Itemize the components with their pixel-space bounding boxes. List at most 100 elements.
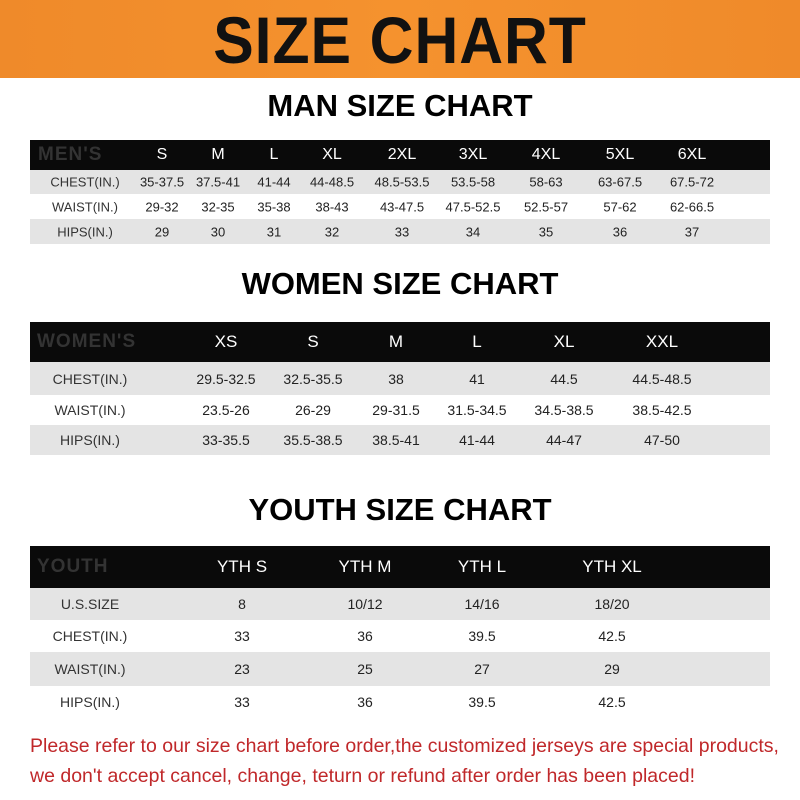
size-header: 6XL (677, 146, 707, 163)
table-cell: 14/16 (464, 596, 500, 612)
table-row: WAIST(IN.) 29-32 32-35 35-38 38-43 43-47.5 47.… (30, 194, 770, 219)
table-cell: 39.5 (468, 694, 496, 710)
size-header: XL (553, 332, 575, 351)
table-cell: 34 (465, 224, 481, 239)
table-cell: 52.5-57 (523, 199, 569, 214)
banner: SIZE CHART (0, 0, 800, 78)
women-chart-title: WOMEN SIZE CHART (241, 266, 559, 301)
table-cell: 29.5-32.5 (196, 370, 256, 387)
table-cell: 31.5-34.5 (447, 402, 507, 418)
table-row: WAIST(IN.) 23 25 27 29 (30, 652, 770, 686)
table-cell: 67.5-72 (669, 174, 715, 190)
table-cell: 36 (357, 694, 373, 710)
table-cell: 29-31.5 (372, 402, 420, 418)
table-cell: 44.5 (550, 370, 578, 387)
table-cell: 31 (266, 224, 282, 239)
row-label: CHEST(IN.) (50, 174, 120, 190)
table-cell: 23.5-26 (202, 402, 250, 418)
table-cell: 38.5-42.5 (632, 402, 692, 418)
table-cell: 62-66.5 (669, 199, 715, 214)
table-title-cell: YOUTH (37, 556, 109, 577)
table-row: WAIST(IN.) 23.5-26 26-29 29-31.5 31.5-34.5 34… (30, 395, 770, 425)
table-cell: 37.5-41 (195, 174, 241, 190)
table-cell: 35-38 (257, 199, 291, 214)
table-cell: 35.5-38.5 (283, 432, 343, 448)
table-cell: 33 (394, 224, 410, 239)
table-cell: 41-44 (257, 174, 291, 190)
header-row: MEN'S S M L XL 2XL 3XL 4XL 5XL 6XL (30, 140, 770, 170)
table-cell: 18/20 (594, 596, 630, 612)
size-header: XS (214, 332, 238, 351)
size-header: YTH XL (582, 557, 642, 576)
size-header: YTH M (338, 557, 392, 576)
table-row: CHEST(IN.) 35-37.5 37.5-41 41-44 44-48.5 48.5… (30, 170, 770, 194)
size-header: L (472, 332, 482, 351)
table-row: CHEST(IN.) 29.5-32.5 32.5-35.5 38 41 44.5 44.5… (30, 362, 770, 395)
men-chart-title: MAN SIZE CHART (267, 88, 533, 123)
header-row: YOUTH YTH S YTH M YTH L YTH XL (30, 546, 770, 588)
table-cell: 39.5 (468, 628, 496, 644)
table-cell: 33-35.5 (202, 432, 250, 448)
table-cell: 43-47.5 (379, 199, 425, 214)
youth-chart-title: YOUTH SIZE CHART (248, 492, 552, 527)
table-cell: 32.5-35.5 (283, 370, 343, 387)
table-cell: 42.5 (598, 694, 626, 710)
table-cell: 35-37.5 (139, 174, 185, 190)
table-cell: 44.5-48.5 (632, 370, 692, 387)
table-cell: 30 (210, 224, 226, 239)
table-cell: 38.5-41 (372, 432, 420, 448)
table-cell: 47.5-52.5 (445, 199, 501, 214)
table-cell: 29 (604, 661, 620, 677)
table-cell: 41 (469, 370, 485, 387)
table-cell: 23 (234, 661, 250, 677)
table-cell: 36 (357, 628, 373, 644)
row-label: CHEST(IN.) (52, 370, 128, 387)
table-row: U.S.SIZE 8 10/12 14/16 18/20 (30, 588, 770, 620)
table-cell: 29-32 (145, 199, 179, 214)
table-cell: 32 (324, 224, 340, 239)
size-header: 5XL (605, 146, 635, 163)
table-cell: 29 (154, 224, 170, 239)
size-header: XXL (645, 332, 679, 351)
size-header: YTH S (216, 557, 268, 576)
table-title-cell: WOMEN'S (37, 331, 137, 352)
table-cell: 42.5 (598, 628, 626, 644)
table-cell: 25 (357, 661, 373, 677)
size-header: XL (322, 146, 342, 163)
table-cell: 44-47 (546, 432, 582, 448)
table-cell: 33 (234, 694, 250, 710)
size-header: 4XL (531, 146, 561, 163)
table-cell: 63-67.5 (597, 174, 643, 190)
table-cell: 8 (238, 596, 246, 612)
row-label: CHEST(IN.) (52, 628, 128, 644)
size-header: 3XL (458, 146, 488, 163)
page-title: SIZE CHART (213, 3, 587, 77)
table-row: HIPS(IN.) 33-35.5 35.5-38.5 38.5-41 41-44 44-… (30, 425, 770, 455)
table-title-cell: MEN'S (38, 144, 103, 165)
size-header: S (307, 332, 319, 351)
table-cell: 37 (684, 224, 700, 239)
table-cell: 44-48.5 (309, 174, 355, 190)
row-label: HIPS(IN.) (60, 694, 120, 710)
table-cell: 35 (538, 224, 554, 239)
table-cell: 48.5-53.5 (374, 174, 430, 190)
table-cell: 41-44 (459, 432, 495, 448)
size-header: 2XL (387, 146, 417, 163)
table-cell: 36 (612, 224, 628, 239)
policy-note-line-2: we don't accept cancel, change, teturn o… (30, 765, 695, 787)
table-row: CHEST(IN.) 33 36 39.5 42.5 (30, 620, 770, 652)
row-label: HIPS(IN.) (57, 224, 113, 239)
table-cell: 57-62 (603, 199, 637, 214)
table-cell: 32-35 (201, 199, 235, 214)
row-label: WAIST(IN.) (52, 199, 118, 214)
row-label: WAIST(IN.) (54, 661, 126, 677)
size-header: YTH L (457, 557, 507, 576)
table-cell: 10/12 (347, 596, 383, 612)
size-header: L (269, 146, 279, 163)
table-cell: 38 (388, 370, 404, 387)
table-cell: 27 (474, 661, 490, 677)
size-header: S (156, 146, 168, 163)
table-cell: 38-43 (315, 199, 349, 214)
table-row: HIPS(IN.) 33 36 39.5 42.5 (30, 686, 770, 718)
table-cell: 34.5-38.5 (534, 402, 594, 418)
